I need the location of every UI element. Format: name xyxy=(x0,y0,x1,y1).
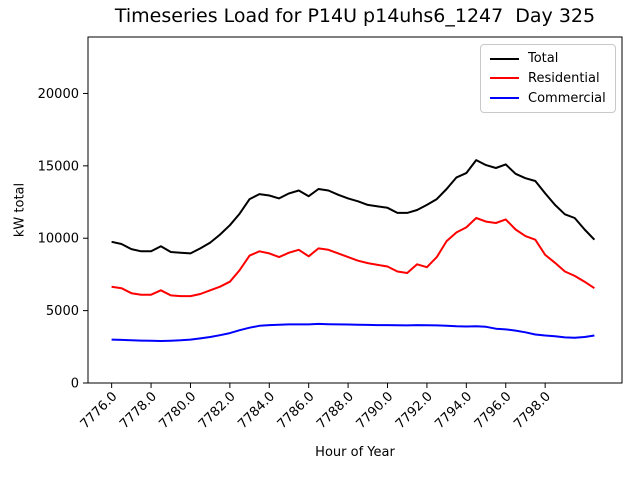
y-tick-label: 0 xyxy=(71,377,79,392)
x-tick-label: 7782.0 xyxy=(196,389,239,432)
legend-label-commercial: Commercial xyxy=(528,90,606,106)
legend-item-commercial: Commercial xyxy=(481,92,615,105)
legend-label-residential: Residential xyxy=(528,70,600,86)
legend: Total Residential Commercial xyxy=(480,44,616,113)
x-tick-label: 7786.0 xyxy=(275,389,318,432)
x-axis-label: Hour of Year xyxy=(315,445,395,460)
legend-label-total: Total xyxy=(528,51,559,67)
legend-item-total: Total xyxy=(481,52,615,65)
x-tick-label: 7788.0 xyxy=(314,389,357,432)
x-tick-label: 7778.0 xyxy=(117,389,160,432)
series-line-residential xyxy=(111,217,595,298)
y-tick-label: 10000 xyxy=(38,232,79,247)
x-tick-label: 7790.0 xyxy=(354,389,397,432)
x-tick-label: 7780.0 xyxy=(157,389,200,432)
series-line-commercial xyxy=(111,322,595,342)
residential-line-swatch xyxy=(490,77,519,80)
y-tick-label: 15000 xyxy=(38,159,79,174)
axes-frame xyxy=(87,36,623,384)
x-tick-label: 7796.0 xyxy=(472,389,515,432)
y-tick-label: 5000 xyxy=(46,304,79,319)
x-tick-label: 7784.0 xyxy=(235,389,278,432)
y-tick-label: 20000 xyxy=(38,87,79,102)
x-tick-label: 7792.0 xyxy=(393,389,436,432)
commercial-line-swatch xyxy=(490,97,519,100)
x-tick-label: 7776.0 xyxy=(78,389,121,432)
x-tick-label: 7794.0 xyxy=(432,389,475,432)
legend-item-residential: Residential xyxy=(481,72,615,85)
total-line-swatch xyxy=(490,57,519,60)
x-tick-label: 7798.0 xyxy=(511,389,554,432)
chart-title: Timeseries Load for P14U p14uhs6_1247 Da… xyxy=(114,5,596,27)
series-line-total xyxy=(111,159,596,255)
